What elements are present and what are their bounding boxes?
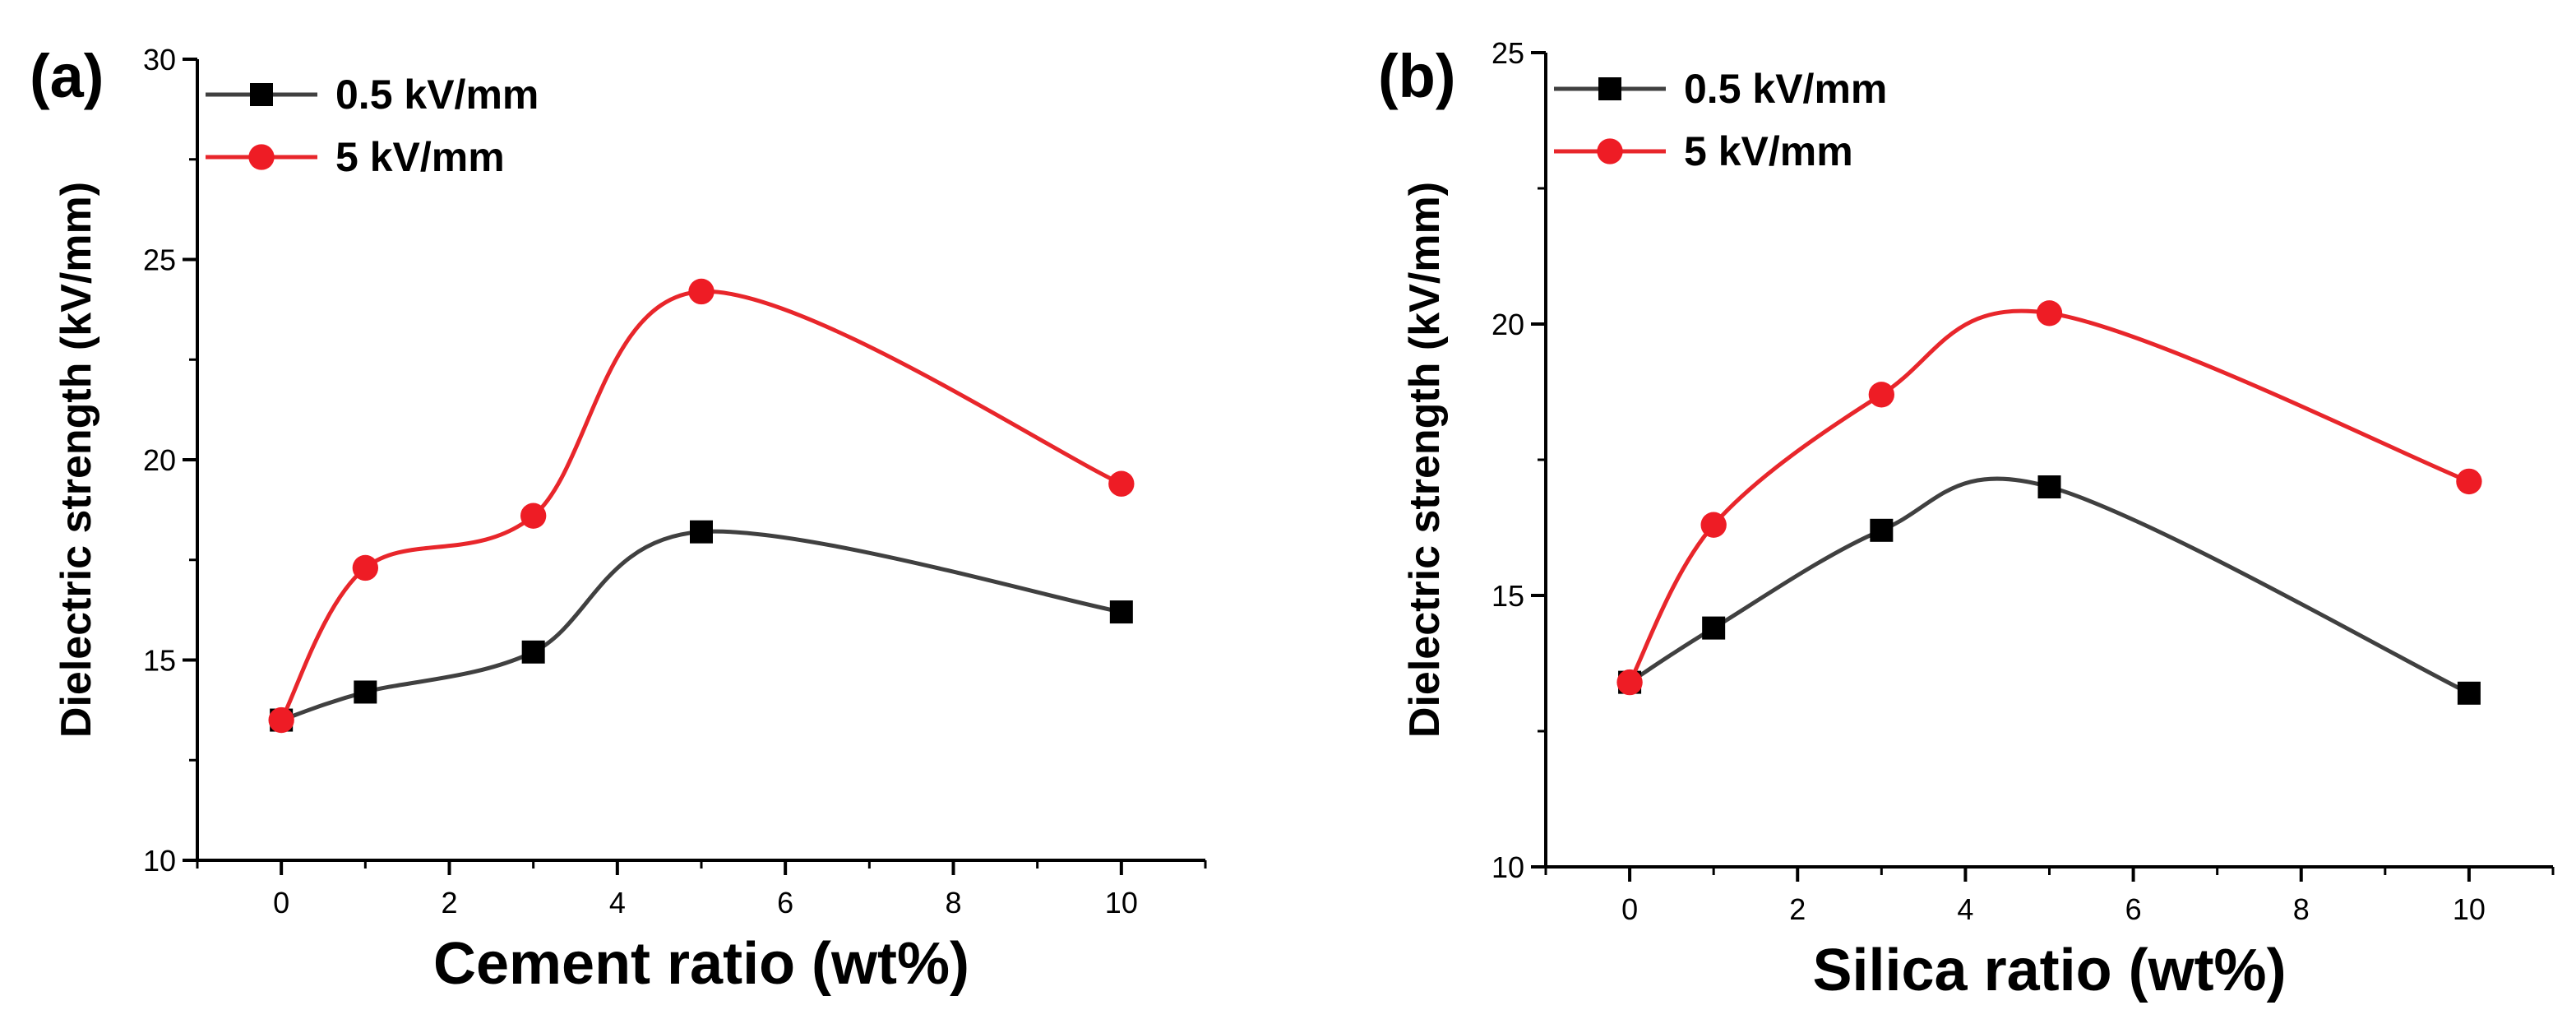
panel-label: (b) <box>1378 42 1456 110</box>
y-tick-label: 15 <box>143 644 176 678</box>
series-line <box>280 529 1122 722</box>
panel-label: (a) <box>30 42 104 110</box>
series-1 <box>1616 300 2482 696</box>
legend-marker <box>1597 138 1623 164</box>
series-0 <box>1618 475 2481 705</box>
x-tick-label: 0 <box>1621 892 1638 926</box>
data-point <box>354 680 377 704</box>
series-line <box>1627 308 2470 683</box>
y-tick-label: 20 <box>143 443 176 477</box>
data-point <box>1702 616 1726 640</box>
legend-label: 5 kV/mm <box>335 134 505 180</box>
legend-label: 0.5 kV/mm <box>335 72 539 118</box>
chart-panel-0: 0 2 4 6 8 10 10 15 20 25 30 Cement ratio (wt%) Diele… <box>30 42 1207 997</box>
data-point <box>268 706 294 734</box>
data-point <box>688 278 715 305</box>
legend-label: 5 kV/mm <box>1684 128 1853 174</box>
x-tick-label: 10 <box>1105 886 1138 920</box>
data-point <box>2457 681 2481 705</box>
data-point <box>2037 475 2061 498</box>
legend-marker <box>1598 77 1621 100</box>
data-point <box>690 520 713 544</box>
data-point <box>1868 382 1895 408</box>
y-tick-label: 30 <box>143 43 176 76</box>
y-tick-label: 10 <box>1491 850 1524 884</box>
legend-label: 0.5 kV/mm <box>1684 66 1887 112</box>
x-tick-label: 8 <box>2293 892 2310 926</box>
x-axis-title: Cement ratio (wt%) <box>433 931 969 997</box>
y-tick-label: 15 <box>1491 579 1524 613</box>
data-point <box>1108 470 1135 497</box>
data-point <box>1870 518 1894 542</box>
x-tick-label: 6 <box>777 886 793 920</box>
legend: 0.5 kV/mm 5 kV/mm <box>206 72 539 180</box>
data-point <box>520 503 547 529</box>
y-axis-title: Dielectric strength (kV/mm) <box>53 182 100 738</box>
x-tick-label: 0 <box>273 886 289 920</box>
x-tick-label: 2 <box>441 886 457 920</box>
x-tick-label: 8 <box>945 886 961 920</box>
x-tick-label: 10 <box>2453 892 2486 926</box>
data-point <box>521 640 545 664</box>
data-point <box>1616 669 1643 696</box>
legend-marker <box>250 83 273 106</box>
series-line <box>279 289 1122 721</box>
data-point <box>1109 600 1133 624</box>
data-point <box>2456 468 2482 495</box>
x-tick-label: 4 <box>1957 892 1973 926</box>
x-tick-label: 4 <box>609 886 626 920</box>
chart-panel-1: 0 2 4 6 8 10 10 15 20 25 Silica ratio (wt%) Dielect… <box>1378 36 2555 1003</box>
x-tick-label: 6 <box>2125 892 2142 926</box>
legend-marker <box>248 144 275 170</box>
y-tick-label: 25 <box>1491 36 1524 70</box>
y-axis-title: Dielectric strength (kV/mm) <box>1401 182 1449 738</box>
legend: 0.5 kV/mm 5 kV/mm <box>1554 66 1887 174</box>
x-axis-title: Silica ratio (wt%) <box>1812 938 2286 1003</box>
y-tick-label: 25 <box>143 243 176 277</box>
data-point <box>1700 512 1727 538</box>
series-1 <box>268 278 1135 734</box>
series-line <box>1628 476 2471 696</box>
y-tick-label: 10 <box>143 844 176 878</box>
data-point <box>352 554 379 581</box>
x-tick-label: 2 <box>1789 892 1806 926</box>
data-point <box>2036 300 2063 327</box>
y-tick-label: 20 <box>1491 308 1524 341</box>
